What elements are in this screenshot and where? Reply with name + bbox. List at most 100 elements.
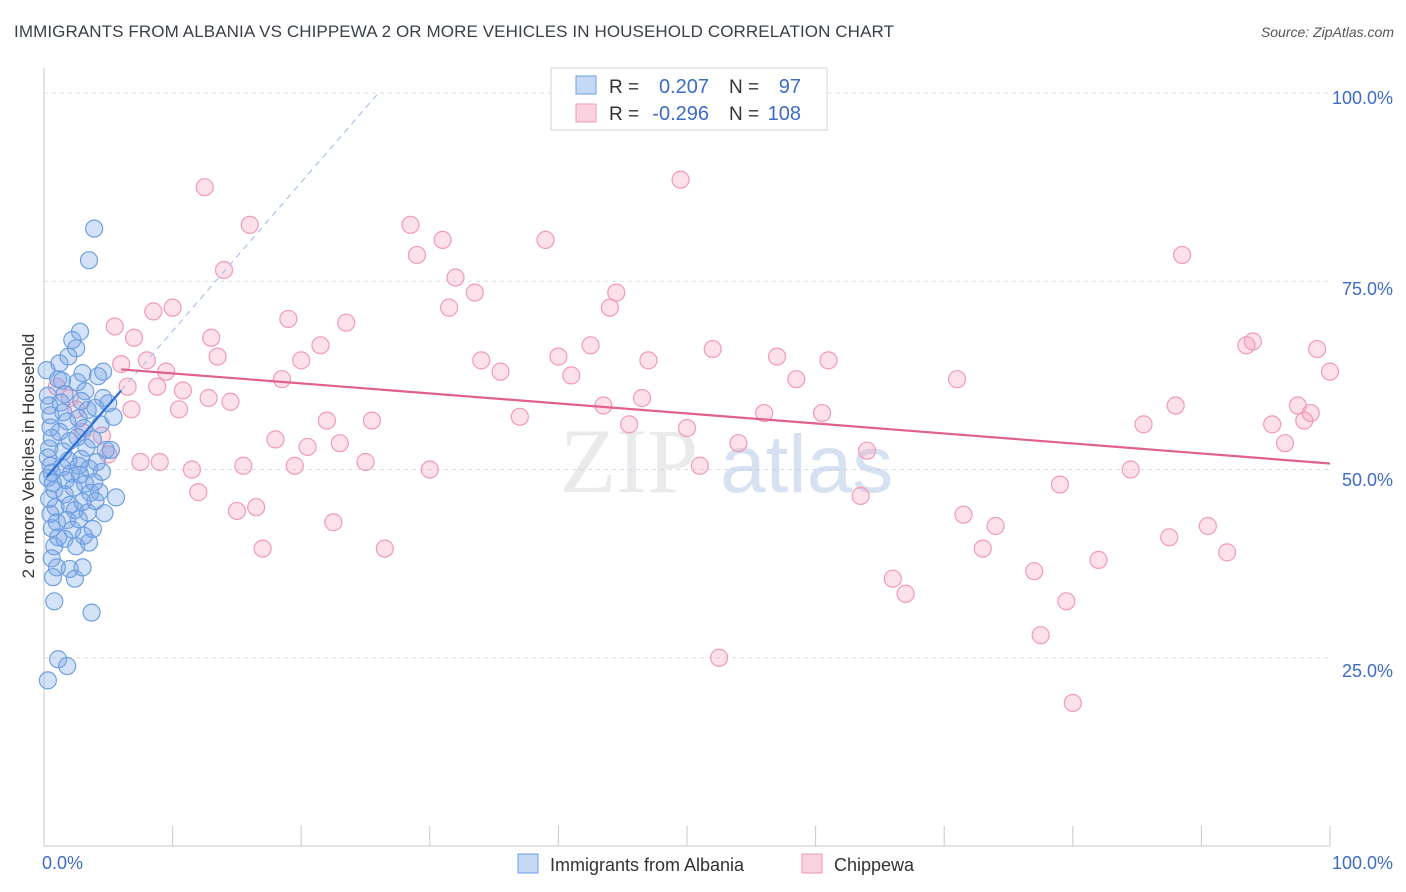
bottom-legend-label-pink: Chippewa xyxy=(834,855,915,875)
albania-point-93 xyxy=(94,362,113,381)
albania-point-53 xyxy=(73,364,92,383)
chippewa-point-75 xyxy=(883,569,902,588)
chippewa-point-61 xyxy=(620,415,639,434)
legend-n-label-2: N = xyxy=(729,104,759,125)
chippewa-point-44 xyxy=(375,539,394,558)
albania-point-40 xyxy=(55,485,74,504)
albania-point-73 xyxy=(73,558,92,577)
albania-point-51 xyxy=(70,322,90,341)
albania-point-58 xyxy=(69,409,88,428)
chippewa-point-37 xyxy=(311,336,330,355)
albania-point-64 xyxy=(70,465,90,484)
legend-n-value-2: 108 xyxy=(768,103,801,125)
albania-point-34 xyxy=(54,442,73,461)
x-tick-label-100: 100.0% xyxy=(1332,853,1393,873)
bottom-legend-label-blue: Immigrants from Albania xyxy=(550,855,745,875)
chippewa-point-7 xyxy=(112,355,131,374)
albania-point-32 xyxy=(50,422,69,441)
albania-point-38 xyxy=(56,470,75,490)
chippewa-point-57 xyxy=(581,336,600,355)
chippewa-point-30 xyxy=(247,498,266,517)
chippewa-point-97 xyxy=(1275,434,1295,453)
chippewa-point-107 xyxy=(150,452,169,472)
chippewa-point-78 xyxy=(954,505,973,524)
chippewa-point-54 xyxy=(536,230,555,249)
chippewa-point-50 xyxy=(446,268,465,287)
trend-lines xyxy=(45,92,1331,478)
series-immigrants-from-albania xyxy=(37,219,126,690)
x-tick-label-0: 0.0% xyxy=(42,853,83,873)
chippewa-point-6 xyxy=(105,317,124,336)
albania-point-60 xyxy=(68,428,87,447)
chippewa-point-31 xyxy=(253,539,272,558)
legend-n-label-1: N = xyxy=(729,77,759,98)
chippewa-point-36 xyxy=(298,437,317,457)
bottom-legend: Immigrants from Albania Chippewa xyxy=(517,853,915,875)
chippewa-point-11 xyxy=(131,452,150,472)
chippewa-point-53 xyxy=(491,362,510,381)
chippewa-point-45 xyxy=(401,215,420,234)
chippewa-point-43 xyxy=(362,411,382,430)
albania-point-75 xyxy=(79,251,99,270)
albania-point-23 xyxy=(45,592,64,611)
chippewa-point-40 xyxy=(330,434,349,453)
chippewa-point-81 xyxy=(1025,562,1044,581)
albania-point-55 xyxy=(76,382,95,401)
chippewa-point-21 xyxy=(195,178,214,197)
chippewa-point-87 xyxy=(1121,460,1140,479)
chippewa-point-80 xyxy=(986,516,1005,536)
watermark-zip: ZIP xyxy=(560,410,698,512)
chippewa-point-95 xyxy=(1243,332,1262,351)
chippewa-point-89 xyxy=(1160,528,1179,547)
series-chippewa xyxy=(47,170,1340,713)
bottom-legend-swatch-blue xyxy=(517,853,539,874)
chippewa-point-67 xyxy=(703,339,722,359)
chippewa-point-19 xyxy=(182,460,201,479)
legend-r-label-1: R = xyxy=(609,77,639,98)
chippewa-point-41 xyxy=(337,313,356,332)
chippewa-point-18 xyxy=(173,381,192,400)
chippewa-point-70 xyxy=(755,403,774,423)
chippewa-point-90 xyxy=(1166,396,1185,415)
albania-point-20 xyxy=(42,549,61,568)
chippewa-point-63 xyxy=(639,351,658,370)
chippewa-point-86 xyxy=(1089,550,1108,569)
albania-point-91 xyxy=(101,440,120,460)
source-label: Source: ZipAtlas.com xyxy=(1260,24,1394,40)
chippewa-point-82 xyxy=(1031,626,1050,645)
albania-point-85 xyxy=(90,483,109,502)
chippewa-point-101 xyxy=(1308,339,1327,359)
chippewa-point-62 xyxy=(632,388,652,408)
albania-point-74 xyxy=(85,219,104,238)
albania-point-88 xyxy=(82,603,101,622)
chippewa-point-64 xyxy=(671,170,690,189)
chippewa-point-103 xyxy=(819,351,838,370)
chippewa-point-96 xyxy=(1263,415,1282,434)
albania-point-72 xyxy=(79,533,99,552)
chippewa-point-20 xyxy=(189,483,208,502)
albania-point-17 xyxy=(42,519,61,538)
legend-swatch-blue xyxy=(575,75,597,95)
chippewa-point-39 xyxy=(324,513,343,532)
chippewa-point-25 xyxy=(214,260,234,280)
chippewa-point-76 xyxy=(896,584,915,603)
y-tick-label-50: 50.0% xyxy=(1342,470,1393,490)
chippewa-point-38 xyxy=(317,411,337,430)
chippewa-point-83 xyxy=(1050,475,1070,494)
watermark-atlas: atlas xyxy=(720,419,893,510)
y-tick-label-100: 100.0% xyxy=(1332,88,1393,108)
chippewa-point-35 xyxy=(292,351,311,370)
chippewa-point-105 xyxy=(510,407,529,426)
legend-swatch-pink xyxy=(575,103,597,123)
chippewa-point-77 xyxy=(947,370,967,389)
chippewa-point-59 xyxy=(600,298,619,317)
albania-point-94 xyxy=(59,347,78,366)
legend-r-value-1: 0.207 xyxy=(659,76,709,98)
chippewa-point-14 xyxy=(148,377,167,396)
chippewa-point-100 xyxy=(1301,403,1320,423)
chippewa-point-26 xyxy=(221,392,240,411)
albania-point-49 xyxy=(58,656,77,676)
chippewa-point-51 xyxy=(465,283,484,302)
y-tick-label-25: 25.0% xyxy=(1342,661,1393,681)
